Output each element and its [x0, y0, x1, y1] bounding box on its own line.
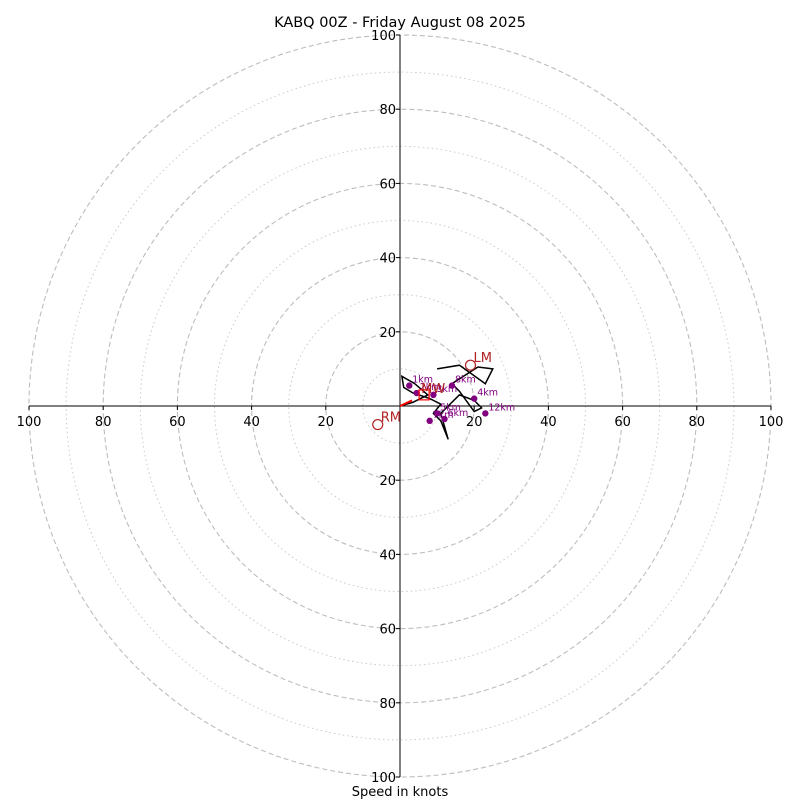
height-label: 3km: [436, 384, 457, 395]
mean-wind-arrow: [399, 399, 413, 407]
height-point: [430, 391, 437, 399]
x-tick-label: 100: [17, 415, 42, 430]
y-tick-label: 100: [371, 29, 396, 44]
height-point: [413, 389, 420, 397]
x-tick-label: 20: [466, 415, 483, 430]
y-tick-label: 100: [371, 771, 396, 786]
height-point: [406, 382, 413, 389]
height-label: 7km: [433, 410, 454, 421]
y-tick-label: 20: [379, 474, 396, 489]
height-label: 2km: [420, 382, 441, 393]
hodograph-trace: [399, 364, 494, 440]
chart-title: KABQ 00Z - Friday August 08 2025: [274, 15, 526, 31]
x-tick-label: 40: [243, 415, 260, 430]
height-label: 4km: [477, 388, 498, 399]
storm-motion-markers: LM RM MW: [372, 351, 492, 431]
tick-labels: 100 80 60 40 20 20 40 60 80 100 100 80 60 40 20 20 40 60 8…: [17, 29, 784, 786]
height-label: 8km: [455, 375, 476, 386]
y-tick-label: 80: [379, 103, 396, 118]
y-tick-label: 80: [379, 697, 396, 712]
height-label: 1km: [412, 375, 433, 386]
height-point: [448, 382, 456, 389]
height-point: [441, 415, 448, 423]
y-tick-label: 40: [379, 252, 396, 267]
x-tick-label: 40: [540, 415, 557, 430]
x-tick-label: 20: [318, 415, 335, 430]
y-tick-label: 60: [379, 623, 396, 638]
storm-motion-marker: [372, 418, 384, 431]
y-tick-label: 20: [379, 326, 396, 341]
hodograph-line: [399, 364, 494, 440]
x-tick-label: 100: [759, 415, 784, 430]
x-axis-label: Speed in knots: [352, 785, 449, 800]
height-point: [426, 417, 433, 425]
height-label: 5km: [440, 402, 461, 413]
y-tick-label: 40: [379, 548, 396, 563]
mean-wind-label: MW: [421, 382, 445, 397]
height-point: [433, 410, 441, 417]
x-tick-label: 80: [689, 415, 706, 430]
storm-motion-marker: [464, 359, 477, 371]
x-tick-label: 60: [614, 415, 631, 430]
x-tick-label: 60: [169, 415, 186, 430]
x-tick-label: 80: [95, 415, 112, 430]
storm-motion-label: RM: [381, 411, 401, 426]
storm-motion-label: LM: [473, 351, 491, 366]
height-label: 6km: [448, 408, 469, 419]
height-label: 12km: [488, 402, 515, 413]
mean-wind-marker: [418, 389, 430, 401]
y-tick-label: 60: [379, 177, 396, 192]
height-point: [482, 410, 489, 417]
height-point: [471, 395, 478, 402]
